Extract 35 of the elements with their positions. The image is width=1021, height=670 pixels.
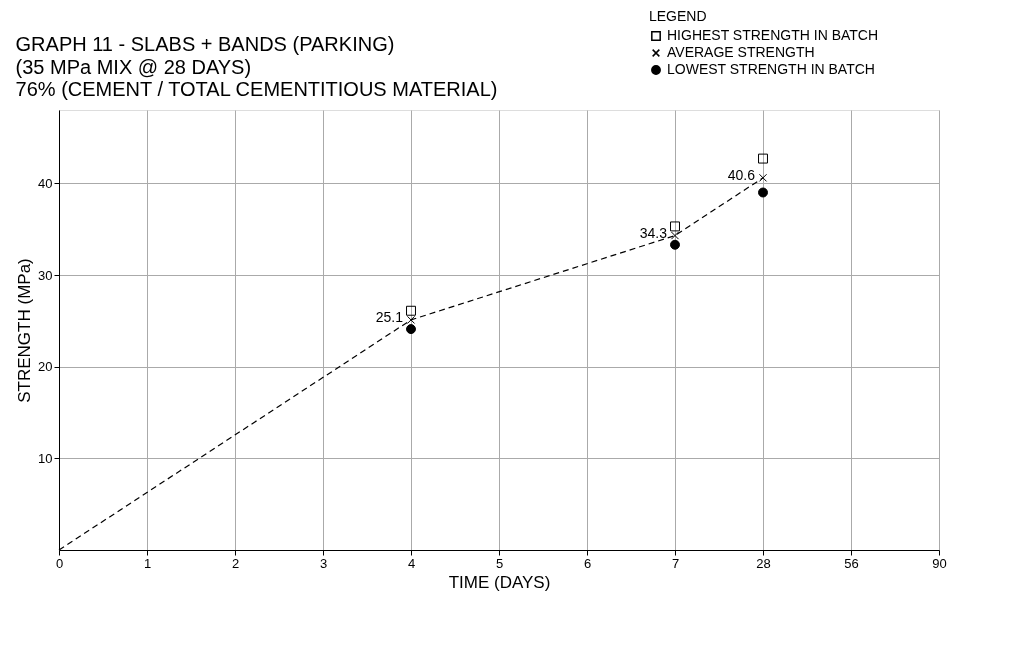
point xyxy=(758,153,768,164)
x-tick-label: 1 xyxy=(143,555,152,571)
legend-title: LEGEND xyxy=(649,8,707,24)
x-tick-label: 28 xyxy=(756,555,771,571)
data-label: 25.1 xyxy=(375,308,404,325)
y-tick-label: 10 xyxy=(38,450,53,466)
y-tick-label: 20 xyxy=(38,359,53,375)
chart-title: GRAPH 11 - SLABS + BANDS (PARKING) xyxy=(15,33,395,55)
point xyxy=(670,239,680,250)
x-tick-label: 2 xyxy=(231,555,240,571)
data-label: 40.6 xyxy=(727,166,756,183)
y-tick-label: 30 xyxy=(38,267,53,283)
x-tick-label: 56 xyxy=(844,555,859,571)
point xyxy=(670,231,680,240)
x-tick-label: 90 xyxy=(932,555,947,571)
point xyxy=(758,173,768,182)
point xyxy=(758,187,768,198)
chart-subtitle: (35 MPa MIX @ 28 DAYS) 76% (CEMENT / TOTAL CEMENTITIOUS MATERIAL) xyxy=(15,56,498,100)
x-tick-label: 6 xyxy=(583,555,592,571)
legend-label: LOWEST STRENGTH IN BATCH xyxy=(667,61,875,77)
data-label: 34.3 xyxy=(639,224,668,241)
x-tick-label: 0 xyxy=(55,555,64,571)
point xyxy=(406,315,416,324)
point xyxy=(670,221,680,232)
x-tick-label: 3 xyxy=(319,555,328,571)
x-axis-title: TIME (DAYS) xyxy=(448,572,551,592)
y-axis-title: STRENGTH (MPa) xyxy=(15,258,35,403)
legend-label: HIGHEST STRENGTH IN BATCH xyxy=(667,27,879,43)
y-tick-label: 40 xyxy=(38,175,53,191)
legend-label: AVERAGE STRENGTH xyxy=(667,44,815,60)
point xyxy=(406,305,416,316)
x-tick-label: 5 xyxy=(495,555,504,571)
x-tick-label: 7 xyxy=(671,555,680,571)
point xyxy=(406,324,416,335)
x-tick-label: 4 xyxy=(407,555,416,571)
